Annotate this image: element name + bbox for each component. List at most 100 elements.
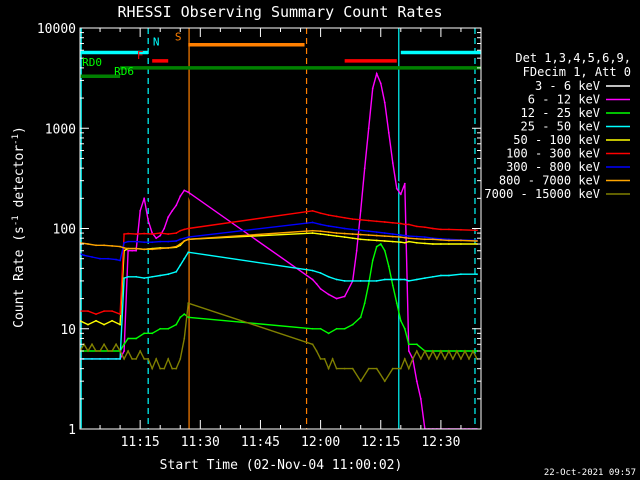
series-8-point-13 (131, 358, 134, 360)
series-3-point-17 (187, 251, 190, 254)
series-7-point-23 (359, 233, 362, 236)
series-6-point-14 (175, 240, 178, 242)
series-5-point-30 (407, 223, 410, 226)
series-8-point-60 (472, 350, 474, 352)
series-8-point-6 (103, 343, 105, 346)
series-4-point-18 (319, 233, 322, 235)
series-8-point-2 (87, 350, 89, 352)
series-line-8 (80, 302, 478, 383)
series-0-point-26 (355, 273, 358, 276)
series-6-point-27 (383, 232, 386, 234)
series-6 (80, 221, 478, 262)
series-6-point-8 (127, 240, 130, 243)
series-1-point-12 (163, 227, 166, 230)
series-8-point-18 (151, 367, 154, 370)
series-7-point-22 (351, 233, 354, 235)
series-3-point-20 (327, 275, 330, 278)
series-8-point-38 (367, 367, 370, 370)
legend-label-7: 800 - 7000 keV (499, 174, 600, 188)
series-2-point-24 (379, 243, 382, 245)
series-4-point-17 (311, 232, 314, 234)
y-label-part-4: ) (12, 126, 27, 134)
series-5-point-22 (351, 218, 354, 221)
series-0-point-38 (403, 173, 406, 175)
series-1-point-30 (371, 87, 374, 90)
flag-label-3: F (137, 49, 144, 62)
series-7-point-8 (135, 247, 138, 250)
series-8-point-45 (411, 358, 414, 360)
series-6-point-29 (399, 234, 402, 236)
series-3-point-21 (335, 278, 338, 281)
series-0-point-25 (351, 287, 354, 290)
series-1-point-14 (171, 209, 174, 212)
series-5-point-14 (179, 229, 182, 232)
series-7-point-5 (119, 245, 121, 248)
series-6-point-3 (99, 257, 101, 260)
series-6-point-13 (167, 240, 170, 243)
series-1-point-23 (335, 297, 338, 300)
series-6-point-31 (407, 235, 410, 237)
series-7-point-28 (399, 236, 402, 239)
series-7-point-32 (423, 238, 426, 241)
series-5-point-11 (159, 232, 162, 234)
series-1-point-8 (147, 219, 150, 222)
series-0-point-12 (167, 227, 170, 230)
series-7-point-3 (103, 244, 105, 247)
series-6-point-25 (367, 230, 370, 233)
series-2-point-7 (159, 327, 162, 330)
series-6-point-12 (159, 240, 162, 243)
series-4-point-26 (383, 240, 386, 242)
series-1-point-29 (367, 127, 370, 130)
series-0-point-33 (383, 119, 386, 122)
series-2-point-31 (407, 343, 410, 346)
series-6-point-23 (351, 228, 354, 231)
series-6-point-16 (183, 237, 186, 240)
series-1-point-38 (403, 182, 406, 185)
series-1-point-35 (391, 162, 394, 164)
series-4-point-25 (375, 239, 378, 242)
series-1-point-19 (311, 278, 314, 281)
series-8-point-14 (135, 358, 138, 360)
series-5-point-20 (335, 215, 338, 218)
series-4-point-19 (327, 234, 330, 236)
series-8-point-31 (323, 358, 326, 360)
y-tick-label-2: 100 (53, 223, 76, 238)
series-8-point-24 (175, 367, 178, 370)
y-axis-label: Count Rate (s-1 detector-1) (11, 126, 27, 328)
series-8-point-56 (456, 350, 458, 352)
series-1-point-28 (363, 167, 366, 170)
series-2-point-2 (123, 343, 126, 346)
y-tick-label-0: 1 (68, 423, 76, 438)
series-7-point-36 (460, 239, 462, 242)
series-1-point-22 (327, 293, 330, 296)
series-7-point-11 (159, 247, 162, 250)
flag-label-4: S (175, 31, 182, 44)
series-1-point-26 (355, 249, 358, 252)
series-2-point-20 (363, 302, 366, 305)
series-1-point-42 (419, 397, 422, 400)
series-0-point-37 (399, 182, 402, 185)
legend-label-3: 25 - 50 keV (521, 120, 600, 134)
series-7-point-31 (415, 237, 418, 240)
series-2-point-15 (327, 332, 330, 335)
series-0-point-41 (415, 397, 418, 400)
series-7-point-34 (440, 238, 442, 241)
legend-label-1: 6 - 12 keV (528, 93, 600, 107)
y-label-part-3: -1 (11, 134, 21, 145)
series-7-point-18 (319, 230, 322, 233)
series-4-point-27 (391, 240, 394, 243)
series-5-point-6 (123, 233, 126, 235)
series-5-point-17 (311, 209, 314, 212)
series-1-point-13 (167, 216, 170, 218)
series-5-point-31 (415, 225, 418, 228)
series-5-point-21 (343, 216, 346, 219)
series-7-point-27 (391, 235, 394, 238)
series-0-point-13 (171, 212, 174, 215)
series-0-point-22 (327, 280, 330, 282)
series-3-point-10 (143, 277, 146, 280)
series-0-point-31 (375, 127, 378, 130)
series-5-point-15 (183, 228, 186, 231)
x-tick-label-3: 12:00 (301, 435, 340, 450)
series-8-point-34 (335, 367, 338, 370)
legend-header-1: FDecim 1, Att 0 (523, 65, 631, 79)
